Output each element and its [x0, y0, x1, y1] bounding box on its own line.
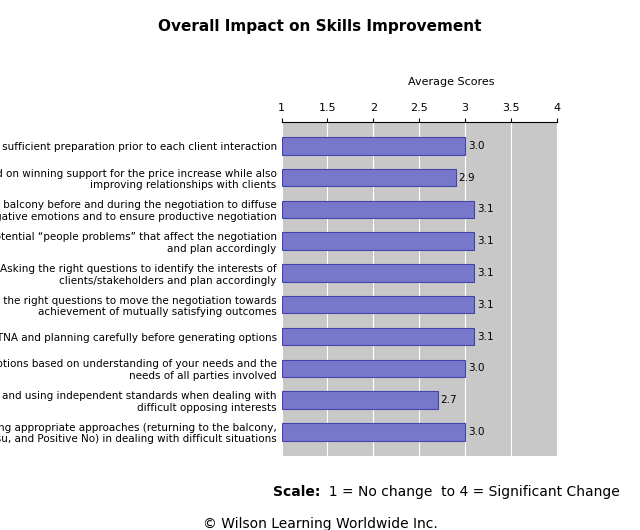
Text: © Wilson Learning Worldwide Inc.: © Wilson Learning Worldwide Inc. [203, 517, 437, 530]
Text: 3.0: 3.0 [468, 427, 484, 437]
Bar [282, 233, 474, 250]
Text: 3.0: 3.0 [468, 141, 484, 151]
Text: 1 = No change  to 4 = Significant Change: 1 = No change to 4 = Significant Change [320, 485, 620, 499]
Text: 2.9: 2.9 [459, 173, 476, 183]
Text: 3.1: 3.1 [477, 268, 493, 278]
Bar [282, 137, 465, 155]
Text: 3.1: 3.1 [477, 332, 493, 341]
Bar [282, 423, 465, 440]
Text: 3.1: 3.1 [477, 236, 493, 246]
Bar [282, 328, 474, 345]
Bar [282, 169, 456, 187]
Text: 3.1: 3.1 [477, 300, 493, 310]
Bar [282, 391, 438, 409]
Text: 3.1: 3.1 [477, 205, 493, 215]
Text: Overall Impact on Skills Improvement: Overall Impact on Skills Improvement [158, 19, 482, 33]
Text: 3.0: 3.0 [468, 363, 484, 373]
Text: 2.7: 2.7 [440, 395, 457, 405]
Bar [282, 264, 474, 282]
Bar [282, 296, 474, 313]
Bar [282, 201, 474, 218]
Text: Average Scores: Average Scores [408, 77, 495, 87]
Text: Scale:: Scale: [273, 485, 320, 499]
Bar [282, 359, 465, 377]
